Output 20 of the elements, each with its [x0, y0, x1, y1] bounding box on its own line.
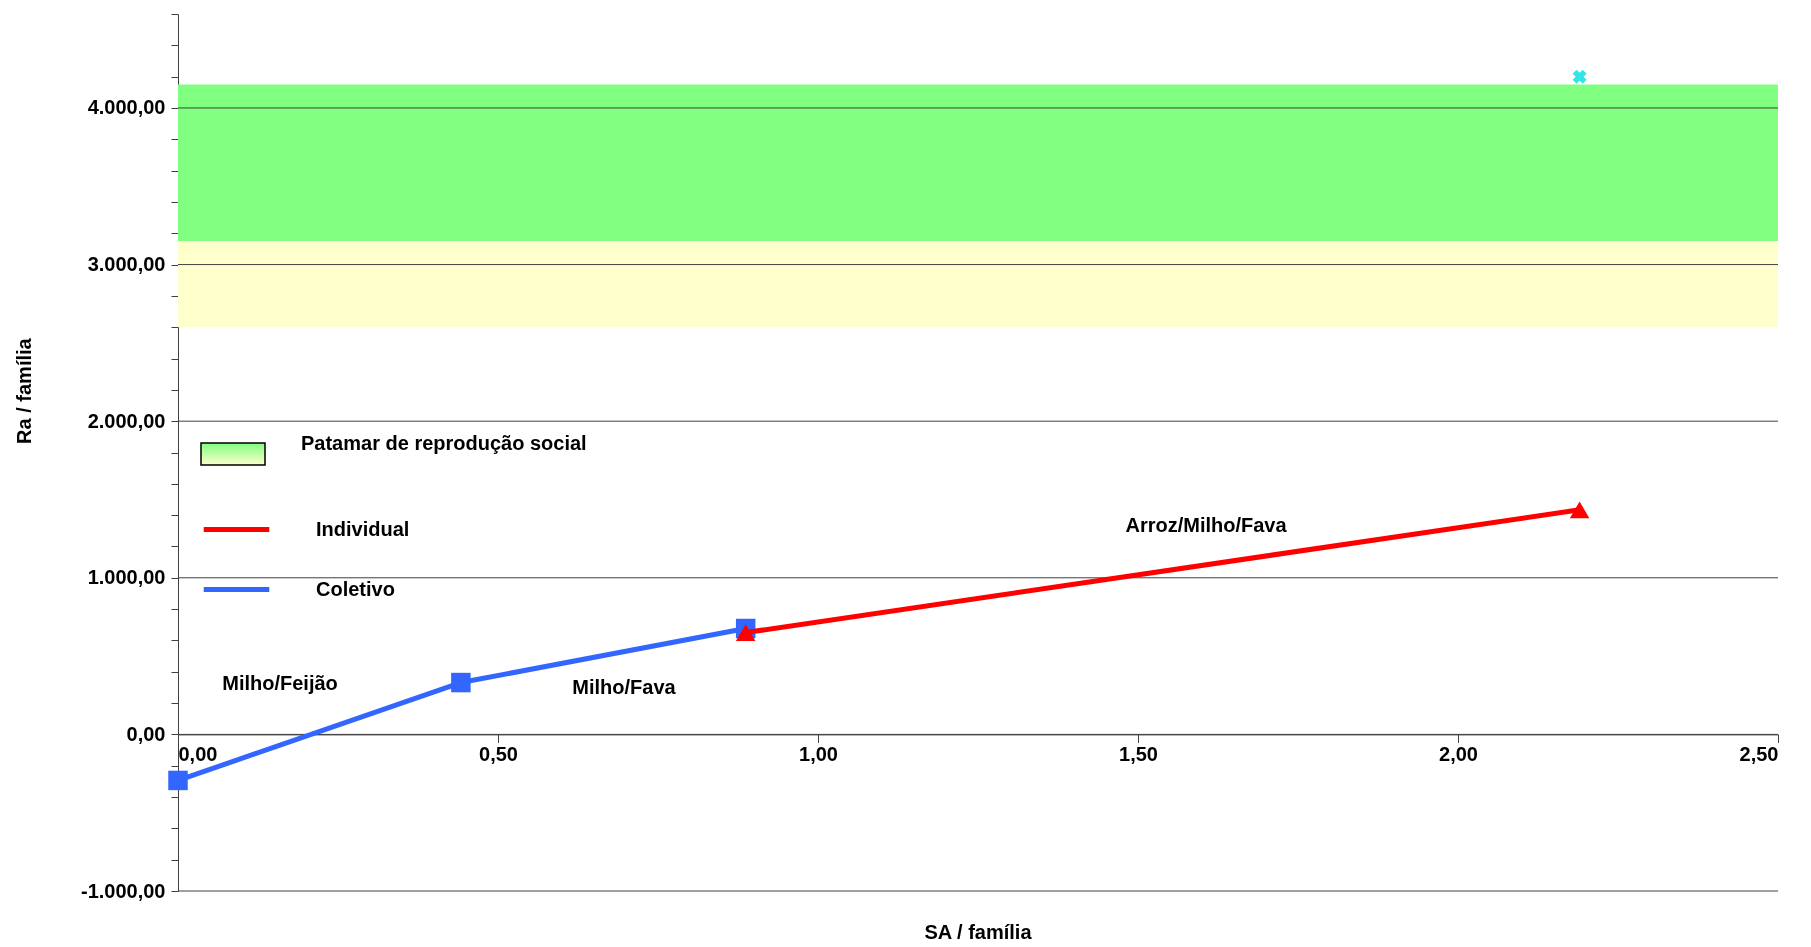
x-tick-label: 1,00	[799, 742, 838, 765]
y-tick-label: 1.000,00	[87, 566, 166, 589]
x-axis-title: SA / família	[924, 921, 1033, 943]
legend-label: Individual	[316, 517, 410, 540]
y-tick-label: 3.000,00	[87, 253, 166, 276]
y-tick-label: 2.000,00	[87, 409, 166, 432]
x-tick-label: 2,50	[1739, 742, 1779, 765]
legend-label: Coletivo	[316, 577, 395, 600]
x-tick-label: 1,50	[1119, 742, 1158, 765]
y-tick-label: -1.000,00	[80, 879, 166, 902]
x-tick-label: 0,00	[178, 742, 218, 765]
annotation: Milho/Fava	[572, 676, 677, 698]
y-tick-label: 0,00	[126, 722, 166, 745]
y-axis-title: Ra / família	[13, 337, 35, 444]
annotation: Milho/Feijão	[222, 672, 338, 694]
x-tick-label: 0,50	[479, 742, 518, 765]
y-tick-label: 4.000,00	[87, 96, 166, 119]
legend-label: Patamar de reprodução social	[301, 432, 587, 454]
x-tick-label: 2,00	[1439, 742, 1478, 765]
annotation: Arroz/Milho/Fava	[1125, 514, 1288, 536]
